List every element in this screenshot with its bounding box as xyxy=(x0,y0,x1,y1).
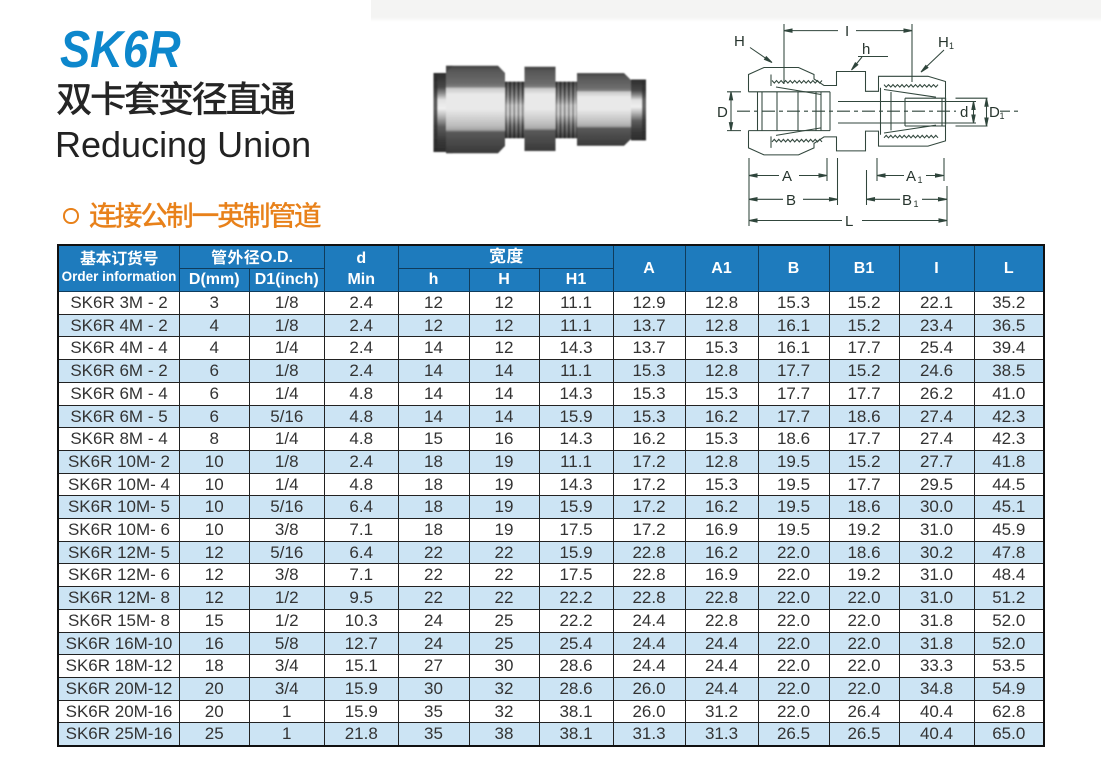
svg-text:1: 1 xyxy=(914,199,919,209)
svg-text:H: H xyxy=(938,34,949,51)
svg-text:D: D xyxy=(989,104,1000,121)
svg-text:I: I xyxy=(845,23,849,40)
svg-text:B: B xyxy=(902,192,912,209)
svg-text:H: H xyxy=(734,33,745,50)
svg-text:1: 1 xyxy=(1000,111,1005,121)
svg-text:1: 1 xyxy=(949,41,954,51)
svg-text:A: A xyxy=(782,168,792,185)
svg-text:B: B xyxy=(786,192,796,209)
svg-text:D: D xyxy=(717,104,728,121)
svg-text:1: 1 xyxy=(918,175,923,185)
svg-text:A: A xyxy=(906,168,916,185)
svg-text:d: d xyxy=(960,104,968,121)
svg-text:L: L xyxy=(845,213,853,230)
svg-text:h: h xyxy=(862,41,870,58)
